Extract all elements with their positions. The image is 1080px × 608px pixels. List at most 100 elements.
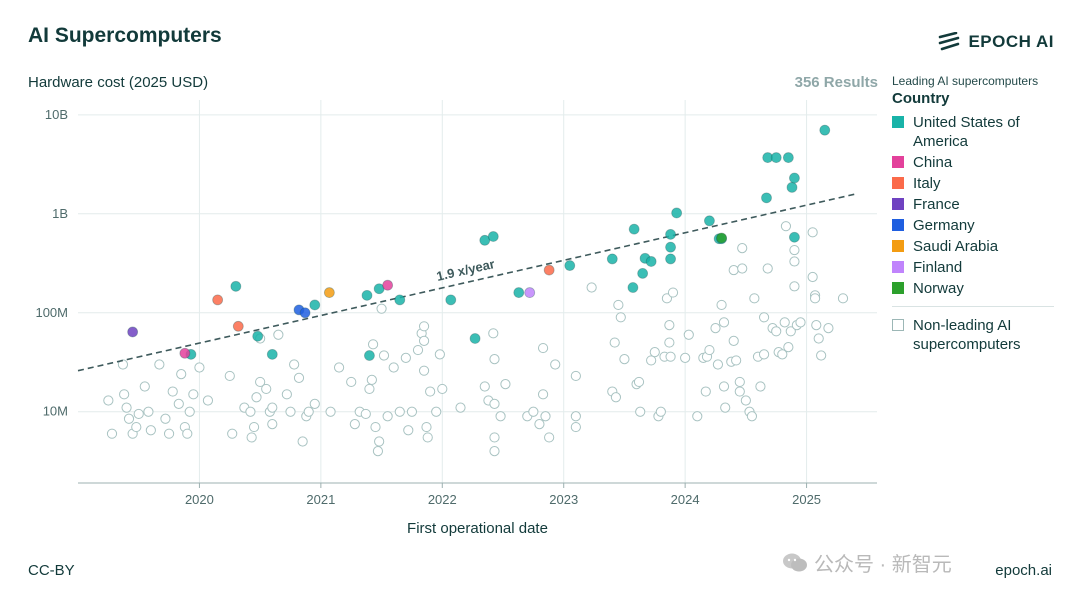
- non-leading-point: [570, 421, 581, 433]
- wechat-icon: [783, 553, 807, 571]
- non-leading-point: [406, 406, 418, 417]
- legend-item-germany[interactable]: Germany: [892, 216, 1062, 235]
- non-leading-point: [610, 392, 622, 403]
- non-leading-point: [360, 408, 371, 420]
- non-leading-point: [160, 413, 171, 424]
- non-leading-point: [434, 349, 445, 360]
- non-leading-point: [412, 344, 424, 356]
- y-tick-label: 10M: [43, 404, 68, 419]
- legend-swatch: [892, 219, 904, 231]
- watermark: 公众号 · 新智元: [782, 548, 952, 577]
- non-leading-point: [194, 362, 205, 373]
- leading-point: [782, 152, 794, 163]
- non-leading-point: [173, 398, 184, 410]
- non-leading-point: [133, 408, 144, 420]
- non-leading-point: [179, 421, 190, 433]
- non-leading-point: [297, 436, 308, 447]
- leading-point: [639, 252, 651, 264]
- x-tick-label: 2023: [549, 492, 578, 507]
- leading-point: [704, 215, 715, 227]
- non-leading-point: [394, 406, 405, 417]
- non-leading-point: [665, 351, 676, 362]
- non-leading-point: [718, 381, 730, 392]
- non-leading-point: [701, 351, 713, 362]
- non-leading-point: [488, 328, 499, 339]
- legend-item-non-leading[interactable]: Non-leading AI supercomputers: [892, 316, 1062, 354]
- leading-point: [761, 192, 772, 204]
- non-leading-point: [188, 389, 199, 400]
- non-leading-point: [431, 406, 442, 417]
- x-tick-label: 2025: [792, 492, 821, 507]
- leading-point: [645, 256, 657, 267]
- legend-item-france[interactable]: France: [892, 195, 1062, 214]
- legend-item-saudi-arabia[interactable]: Saudi Arabia: [892, 237, 1062, 256]
- legend-item-united-states-of-america[interactable]: United States of America: [892, 113, 1062, 151]
- non-leading-point: [698, 352, 709, 363]
- non-leading-point: [495, 411, 506, 422]
- leading-point: [819, 124, 831, 136]
- non-leading-point: [633, 376, 645, 388]
- non-leading-point: [418, 365, 430, 376]
- legend-label: China: [913, 154, 953, 171]
- leading-point: [293, 304, 305, 316]
- legend-item-norway[interactable]: Norway: [892, 279, 1062, 298]
- legend: Leading AI supercomputers Country United…: [892, 74, 1062, 356]
- non-leading-point: [117, 359, 129, 370]
- legend-swatch: [892, 198, 904, 210]
- non-leading-point: [455, 402, 466, 413]
- axes: 10M 100M 1B 10B 2020 2021 2022 2023 2024 2025 Firs…: [35, 107, 877, 537]
- leading-point: [524, 287, 536, 298]
- leading-point: [789, 172, 800, 184]
- non-leading-point: [273, 329, 284, 340]
- legend-item-china[interactable]: China: [892, 153, 1062, 172]
- results-count: 356 Results: [794, 74, 878, 91]
- non-leading-point: [664, 320, 675, 331]
- non-leading-point: [349, 419, 360, 430]
- leading-point: [361, 289, 373, 301]
- leading-point: [445, 294, 457, 306]
- legend-swatch: [892, 156, 904, 168]
- leading-point: [309, 299, 321, 311]
- non-leading-point: [264, 406, 275, 417]
- legend-item-italy[interactable]: Italy: [892, 174, 1062, 193]
- non-leading-point: [791, 320, 802, 331]
- y-tick-label: 10B: [45, 107, 68, 122]
- legend-item-finland[interactable]: Finland: [892, 258, 1062, 277]
- non-leading-point: [281, 389, 292, 400]
- non-leading-point: [483, 395, 494, 406]
- non-leading-point: [704, 344, 715, 356]
- non-leading-point: [734, 376, 745, 388]
- non-leading-point: [167, 386, 178, 397]
- non-leading-point: [418, 321, 430, 332]
- non-leading-point: [489, 398, 500, 410]
- non-leading-point: [811, 320, 822, 331]
- leading-point: [716, 233, 727, 245]
- non-leading-point: [655, 406, 666, 417]
- legend-label: Saudi Arabia: [913, 238, 999, 255]
- non-leading-point: [570, 411, 581, 422]
- non-leading-point: [609, 337, 620, 348]
- leading-point: [394, 294, 406, 306]
- non-leading-point: [755, 381, 766, 392]
- non-leading-point: [388, 362, 399, 373]
- site-link[interactable]: epoch.ai: [995, 562, 1052, 579]
- leading-point: [212, 294, 224, 306]
- non-leading-point: [425, 386, 436, 397]
- non-leading-point: [700, 386, 711, 397]
- non-leading-point: [418, 335, 430, 346]
- non-leading-point: [635, 406, 646, 417]
- non-leading-point: [489, 432, 500, 443]
- non-leading-point: [720, 402, 731, 413]
- non-leading-point: [726, 356, 737, 367]
- watermark-text: 公众号 · 新智元: [814, 554, 952, 576]
- non-leading-point: [489, 446, 500, 457]
- non-leading-point: [777, 349, 788, 360]
- leading-point: [786, 181, 798, 193]
- y-tick-label: 100M: [35, 305, 68, 320]
- non-leading-point: [683, 329, 694, 340]
- brand-name: EPOCH AI: [968, 32, 1054, 51]
- leading-point: [513, 287, 525, 298]
- non-leading-point: [123, 413, 135, 424]
- non-leading-point: [301, 411, 312, 422]
- non-leading-point: [737, 243, 748, 254]
